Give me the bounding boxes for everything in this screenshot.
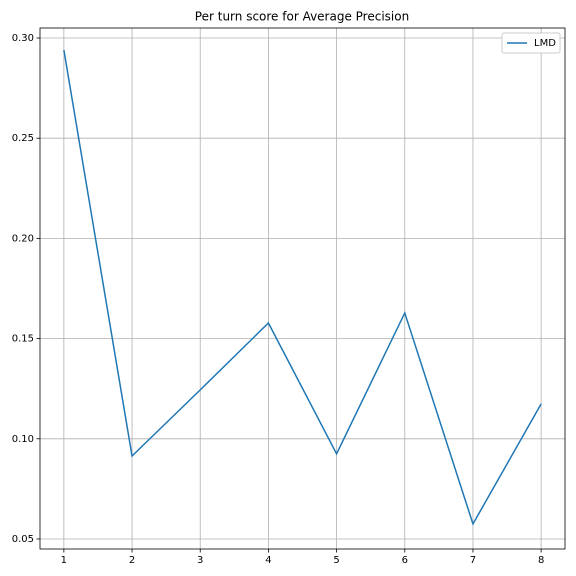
data-line (63, 49, 542, 526)
x-tick-label: 4 (265, 555, 271, 566)
x-tick-label: 3 (197, 555, 203, 566)
y-tick-label: 0.30 (12, 33, 34, 44)
y-tick-label: 0.05 (12, 534, 34, 545)
x-tick-label: 1 (61, 555, 67, 566)
y-tick-label: 0.10 (12, 434, 34, 445)
x-tick-label: 6 (402, 555, 408, 566)
x-tick-label: 2 (129, 555, 135, 566)
y-tick-label: 0.25 (12, 133, 34, 144)
chart-title: Per turn score for Average Precision (195, 10, 409, 24)
y-tick-label: 0.20 (12, 233, 34, 244)
plot-frame (39, 27, 566, 550)
y-tick-label: 0.15 (12, 334, 34, 345)
legend-box (501, 32, 561, 54)
x-tick-label: 5 (333, 555, 339, 566)
x-tick-label: 8 (538, 555, 544, 566)
x-tick-label: 7 (470, 555, 476, 566)
legend-label: LMD (534, 38, 556, 49)
